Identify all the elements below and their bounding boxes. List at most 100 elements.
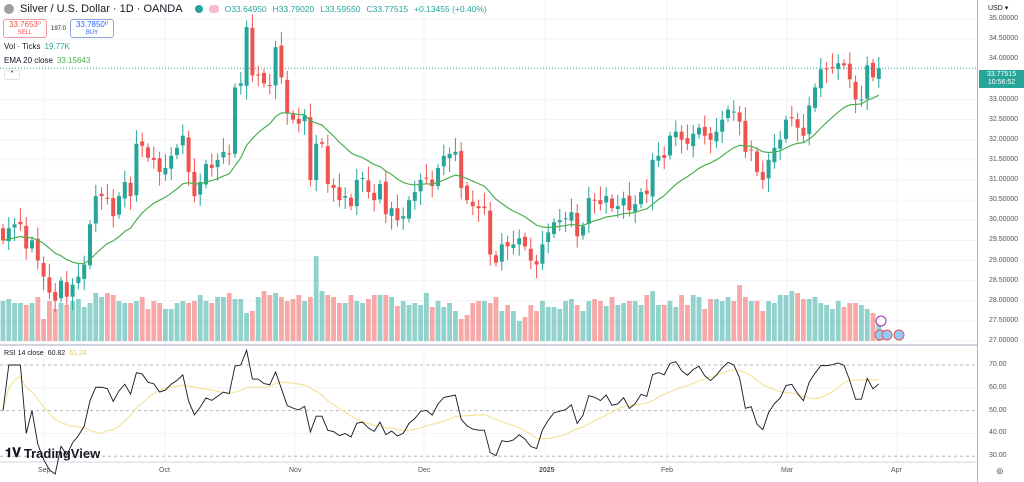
candle-body: [772, 147, 777, 163]
price-axis[interactable]: USD ▾ 33.77515 10:56:52 ⊚ 35.00000 34.5000…: [977, 0, 1024, 482]
volume-bar: [644, 295, 650, 341]
candle-body: [88, 224, 92, 266]
candle-body: [673, 131, 678, 138]
volume-bar: [395, 306, 400, 341]
price-tick: 35.00000: [989, 15, 1019, 22]
volume-bar: [580, 311, 586, 341]
volume-bar: [493, 297, 499, 341]
candle-body: [528, 248, 533, 261]
volume-bar: [18, 303, 23, 341]
ohlc-high: H33.79020: [272, 4, 315, 14]
volume-bar: [632, 301, 638, 341]
candle-body: [343, 196, 348, 198]
volume-bar: [192, 301, 197, 341]
candle-body: [789, 117, 794, 119]
tradingview-logo[interactable]: 𝟏𝐕 TradingView: [5, 445, 100, 461]
candle-body: [876, 68, 881, 79]
price-tick: 30.50000: [989, 196, 1019, 204]
volume-bar: [319, 291, 325, 341]
volume-bar: [598, 301, 603, 341]
volume-bar: [337, 303, 342, 341]
candle-body: [407, 200, 411, 219]
volume-bar: [685, 305, 690, 341]
price-tick: 29.50000: [989, 236, 1019, 244]
time-tick: 2025: [539, 467, 555, 474]
volume-bar: [122, 303, 128, 341]
volume-bar: [360, 303, 365, 341]
symbol-header: Silver / U.S. Dollar · 1D · OANDA O33.64…: [4, 3, 487, 15]
settings-gear-icon[interactable]: ⊚: [996, 466, 1004, 476]
candle-body: [784, 119, 788, 139]
rsi-legend[interactable]: RSI 14 close 60.82 61.24: [4, 350, 87, 357]
candle-body: [320, 142, 324, 144]
currency-label: USD: [988, 5, 1003, 12]
volume-bar: [615, 305, 621, 341]
candle-body: [604, 196, 609, 203]
time-tick: Mar: [781, 467, 794, 474]
candle-body: [157, 158, 162, 172]
candle-body: [581, 226, 585, 236]
rsi-tick: 50.00: [989, 406, 1007, 414]
volume-bar: [586, 301, 592, 341]
volume-bar: [215, 297, 220, 341]
candle-body: [807, 105, 812, 135]
volume-bar: [783, 295, 789, 341]
volume-bar: [151, 301, 157, 341]
candle-body: [523, 236, 527, 247]
sell-price: 33.7653⁰: [8, 20, 42, 29]
volume-bar: [760, 311, 766, 341]
volume-bar: [754, 301, 760, 341]
candle-body: [180, 135, 185, 146]
candle-body: [35, 238, 40, 261]
volume-bar: [766, 301, 771, 341]
candle-body: [691, 133, 696, 147]
volume-bar: [406, 305, 412, 341]
volume-bar: [255, 297, 261, 341]
candle-body: [395, 208, 400, 221]
rsi-value: 60.82: [47, 350, 66, 357]
sell-button[interactable]: 33.7653⁰ SELL: [3, 19, 47, 38]
candle-body: [505, 241, 510, 247]
ema-legend[interactable]: EMA 20 close 33.15643: [4, 56, 90, 65]
volume-bar: [354, 301, 360, 341]
price-tick: 30.00000: [989, 216, 1019, 224]
candle-body: [813, 87, 817, 108]
candle-body: [662, 155, 667, 158]
volume-bar: [58, 303, 64, 341]
candle-body: [418, 180, 423, 192]
price-tick: 33.00000: [989, 95, 1019, 103]
candle-body: [12, 224, 17, 228]
volume-bar: [806, 299, 812, 341]
volume-bar: [174, 303, 180, 341]
rsi-tick: 30.00: [989, 452, 1007, 460]
buy-button[interactable]: 33.7850⁰ BUY: [70, 19, 115, 38]
sell-label: SELL: [17, 30, 33, 36]
volume-bar: [128, 303, 133, 341]
currency-selector[interactable]: USD ▾: [988, 4, 1008, 12]
volume-bar: [139, 297, 145, 341]
ohlc-low: L33.59550: [320, 4, 361, 14]
volume-bar: [134, 301, 139, 341]
volume-bar: [708, 299, 713, 341]
candle-body: [163, 167, 168, 175]
candle-body: [650, 159, 655, 197]
volume-bar: [197, 295, 203, 341]
candle-body: [360, 177, 365, 179]
candle-body: [314, 143, 319, 180]
volume-legend[interactable]: Vol · Ticks 19.77K: [4, 42, 70, 51]
candle-body: [586, 198, 591, 224]
candle-body: [424, 177, 429, 179]
volume-bar: [864, 309, 870, 341]
volume-bar: [389, 297, 394, 341]
volume-bar: [563, 301, 568, 341]
candle-body: [830, 66, 835, 68]
volume-bar: [279, 297, 284, 341]
volume-bar: [418, 305, 423, 341]
candle-body: [656, 155, 661, 161]
volume-bar: [105, 293, 110, 341]
collapse-legend-button[interactable]: ⌃: [4, 70, 20, 80]
volume-bar: [371, 295, 377, 341]
chart-canvas[interactable]: [0, 0, 977, 482]
candle-body: [702, 126, 707, 136]
symbol-title[interactable]: Silver / U.S. Dollar · 1D · OANDA: [20, 3, 183, 15]
